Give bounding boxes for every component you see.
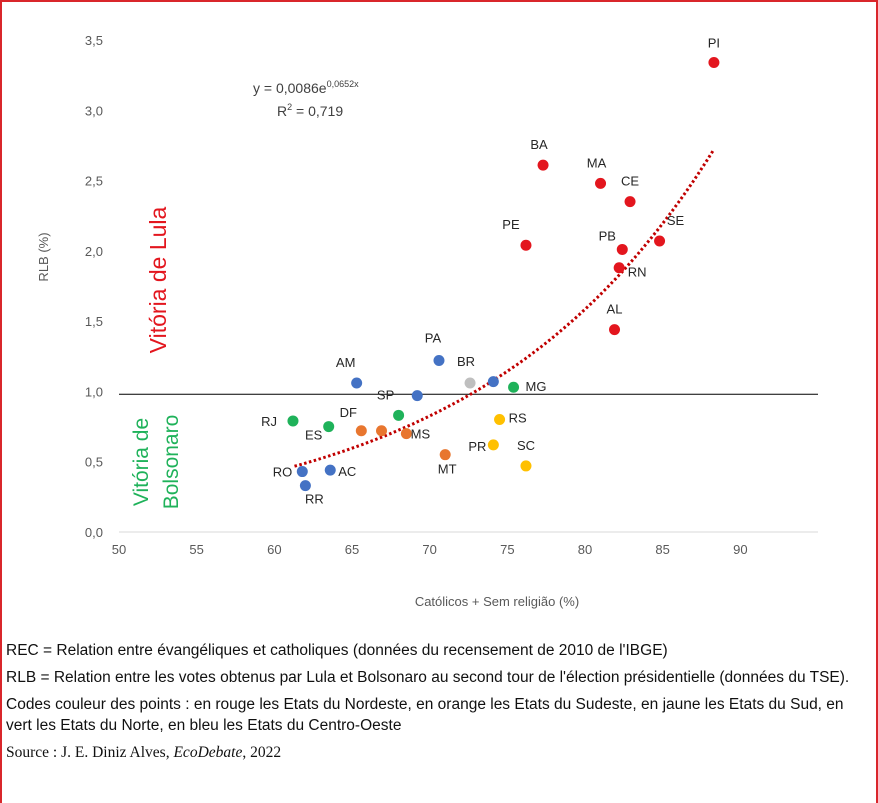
- point-label-ro: RO: [273, 465, 293, 480]
- y-tick-label: 1,5: [85, 314, 103, 329]
- point-df: [355, 425, 367, 437]
- exponential-trendline: [294, 148, 716, 468]
- point-pb: [616, 243, 628, 255]
- zone-label-bolsonaro-line1: Vitória de: [130, 418, 153, 506]
- point-label-rr: RR: [305, 492, 324, 507]
- point-label-ms: MS: [411, 427, 431, 442]
- x-tick-label: 70: [422, 542, 436, 557]
- y-tick-label: 2,0: [85, 244, 103, 259]
- source-suffix: , 2022: [242, 744, 282, 761]
- point-label-pa: PA: [425, 331, 442, 346]
- point-label-df: DF: [340, 405, 357, 420]
- point-label-se: SE: [667, 213, 685, 228]
- point-label-ce: CE: [621, 174, 639, 189]
- point-rr: [299, 480, 311, 492]
- x-tick-label: 80: [578, 542, 592, 557]
- point-label-rj: RJ: [261, 414, 277, 429]
- y-tick-label: 0,5: [85, 455, 103, 470]
- point-es: [323, 421, 335, 433]
- point-ce: [624, 196, 636, 208]
- point-label-am: AM: [336, 355, 356, 370]
- equation-text: y = 0,0086e0,0652x: [253, 79, 359, 96]
- point-ms: [400, 428, 412, 440]
- point-label-br: BR: [457, 354, 475, 369]
- points-layer: PI BA MA CE PE SE PB RN AL PA AM BR MG SP RJ ES DF MS RS PR…: [261, 35, 720, 506]
- point-sc: [520, 460, 532, 472]
- x-axis-title: Católicos + Sem religião (%): [415, 594, 579, 609]
- point-rj: [287, 415, 299, 427]
- y-tick-label: 3,0: [85, 103, 103, 118]
- point-label-rn: RN: [628, 265, 647, 280]
- point-ma: [595, 177, 607, 189]
- point-label-ac: AC: [338, 464, 356, 479]
- equation-exponent: 0,0652x: [327, 79, 360, 89]
- point-label-pb: PB: [599, 228, 616, 243]
- point-br: [464, 377, 476, 389]
- r2-text: R2 = 0,719: [277, 102, 343, 119]
- point-pr: [487, 439, 499, 451]
- x-tick-label: 65: [345, 542, 359, 557]
- note-rlb: RLB = Relation entre les votes obtenus p…: [6, 669, 850, 686]
- point-pe: [520, 239, 532, 251]
- point-mt: [439, 449, 451, 461]
- x-tick-label: 55: [189, 542, 203, 557]
- point-label-pi: PI: [708, 35, 720, 50]
- point-mg: [508, 381, 520, 393]
- point-label-mt: MT: [438, 462, 457, 477]
- r2-label: R: [277, 103, 287, 119]
- point-label-ba: BA: [530, 137, 548, 152]
- y-axis-title: RLB (%): [36, 232, 51, 281]
- figure-notes: REC = Relation entre évangéliques et cat…: [6, 640, 872, 769]
- equation-base: y = 0,0086e: [253, 80, 327, 96]
- point-unlabeled: [411, 390, 423, 402]
- zone-label-lula: Vitória de Lula: [145, 206, 171, 353]
- point-se: [654, 235, 666, 247]
- x-tick-label: 90: [733, 542, 747, 557]
- point-ba: [537, 159, 549, 171]
- source-prefix: Source : J. E. Diniz Alves,: [6, 744, 174, 761]
- axis-layer: 50 55 60 65 70 75 80 85 90 0,0 0,5 1,0 1,5 2,0 2,5 3,0 3…: [85, 33, 818, 557]
- point-al: [609, 324, 621, 336]
- point-label-sc: SC: [517, 438, 535, 453]
- point-unlabeled: [376, 425, 388, 437]
- point-pa: [433, 355, 445, 367]
- point-label-mg: MG: [526, 379, 547, 394]
- point-sp: [393, 409, 405, 421]
- point-label-al: AL: [607, 302, 623, 317]
- r2-superscript: 2: [287, 102, 292, 112]
- y-tick-label: 2,5: [85, 174, 103, 189]
- point-am: [351, 377, 363, 389]
- point-label-sp: SP: [377, 387, 394, 402]
- point-label-pr: PR: [468, 439, 486, 454]
- x-tick-label: 60: [267, 542, 281, 557]
- equation-annotation: y = 0,0086e0,0652x R2 = 0,719: [253, 79, 359, 119]
- x-tick-label: 85: [655, 542, 669, 557]
- point-pi: [708, 56, 720, 68]
- note-color-codes: Codes couleur des points : en rouge les …: [6, 696, 844, 734]
- zone-label-bolsonaro-line2: Bolsonaro: [160, 415, 183, 510]
- y-tick-label: 0,0: [85, 525, 103, 540]
- point-label-es: ES: [305, 428, 323, 443]
- point-rs: [494, 414, 506, 426]
- scatter-chart: 50 55 60 65 70 75 80 85 90 0,0 0,5 1,0 1,5 2,0 2,5 3,0 3…: [36, 33, 818, 609]
- point-rn: [613, 262, 625, 274]
- point-ac: [324, 464, 336, 476]
- note-rec: REC = Relation entre évangéliques et cat…: [6, 642, 668, 659]
- point-label-ma: MA: [587, 155, 607, 170]
- point-label-rs: RS: [509, 411, 527, 426]
- y-tick-label: 1,0: [85, 384, 103, 399]
- point-unlabeled: [487, 376, 499, 388]
- point-ro: [296, 466, 308, 478]
- source-publication: EcoDebate: [173, 744, 243, 761]
- x-tick-label: 50: [112, 542, 126, 557]
- y-tick-label: 3,5: [85, 33, 103, 48]
- r2-value: = 0,719: [292, 103, 343, 119]
- zone-labels: Vitória de Lula Vitória de Bolsonaro: [130, 206, 183, 509]
- x-tick-label: 75: [500, 542, 514, 557]
- note-source: Source : J. E. Diniz Alves, EcoDebate, 2…: [6, 742, 872, 763]
- trend-layer: [294, 148, 716, 468]
- point-label-pe: PE: [502, 217, 520, 232]
